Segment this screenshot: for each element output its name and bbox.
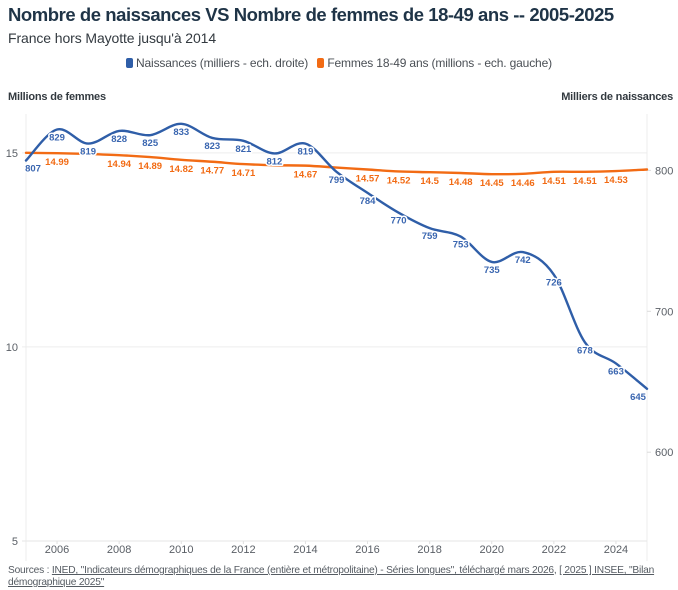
left-tick-label: 5 bbox=[12, 536, 18, 548]
data-label-naissances: 821 bbox=[235, 144, 252, 155]
data-label-naissances: 828 bbox=[111, 134, 127, 145]
legend-swatch-femmes bbox=[317, 58, 325, 68]
data-label-femmes: 14.89 bbox=[138, 161, 162, 172]
chart-subtitle: France hors Mayotte jusqu'à 2014 bbox=[8, 30, 217, 46]
data-label-naissances: 770 bbox=[391, 216, 407, 227]
data-label-naissances: 833 bbox=[173, 127, 189, 138]
data-label-femmes: 14.51 bbox=[542, 176, 566, 187]
left-tick-label: 15 bbox=[6, 148, 18, 160]
x-tick-label: 2016 bbox=[355, 544, 379, 556]
legend-item-naissances: Naissances (milliers - ech. droite) bbox=[126, 56, 308, 70]
data-label-naissances: 678 bbox=[577, 345, 593, 356]
data-label-femmes: 14.94 bbox=[107, 159, 131, 170]
sources-prefix: Sources : bbox=[8, 565, 52, 576]
data-label-naissances: 663 bbox=[608, 366, 624, 377]
sources-separator: , bbox=[553, 565, 560, 576]
data-label-femmes: 14.77 bbox=[200, 166, 224, 177]
data-label-naissances: 819 bbox=[80, 147, 96, 158]
right-tick-label: 600 bbox=[655, 447, 673, 459]
data-label-femmes: 14.46 bbox=[511, 178, 535, 189]
x-tick-label: 2024 bbox=[604, 544, 628, 556]
data-label-femmes: 14.52 bbox=[387, 175, 411, 186]
series-line-naissances bbox=[24, 122, 649, 390]
data-label-naissances: 742 bbox=[515, 255, 531, 266]
data-label-naissances: 753 bbox=[453, 240, 469, 251]
data-label-femmes: 14.53 bbox=[604, 175, 628, 186]
x-tick-label: 2012 bbox=[231, 544, 255, 556]
data-label-naissances: 735 bbox=[484, 265, 501, 276]
data-label-naissances: 812 bbox=[266, 156, 282, 167]
source-link-ined[interactable]: INED, "Indicateurs démographiques de la … bbox=[51, 565, 554, 576]
data-label-femmes: 14.82 bbox=[169, 164, 193, 175]
data-label-femmes: 14.99 bbox=[45, 157, 69, 168]
x-tick-label: 2006 bbox=[45, 544, 69, 556]
x-tick-label: 2022 bbox=[542, 544, 566, 556]
x-tick-label: 2008 bbox=[107, 544, 131, 556]
data-label-femmes: 14.51 bbox=[573, 176, 597, 187]
data-label-naissances: 799 bbox=[329, 175, 345, 186]
legend: Naissances (milliers - ech. droite) Femm… bbox=[0, 56, 678, 71]
data-label-femmes: 14.57 bbox=[356, 174, 380, 185]
data-label-naissances: 829 bbox=[49, 133, 65, 144]
data-label-femmes: 14.71 bbox=[231, 168, 255, 179]
legend-label-naissances: Naissances (milliers - ech. droite) bbox=[136, 56, 309, 70]
data-label-naissances: 819 bbox=[298, 147, 314, 158]
data-label-naissances: 823 bbox=[204, 141, 220, 152]
legend-swatch-naissances bbox=[126, 58, 134, 68]
x-tick-label: 2020 bbox=[480, 544, 504, 556]
data-label-naissances: 759 bbox=[422, 231, 438, 242]
data-label-naissances: 726 bbox=[546, 278, 562, 289]
data-label-naissances: 784 bbox=[360, 196, 377, 207]
data-label-femmes: 14.45 bbox=[480, 178, 504, 189]
chart-title: Nombre de naissances VS Nombre de femmes… bbox=[8, 4, 614, 25]
right-tick-label: 800 bbox=[655, 165, 673, 177]
x-tick-label: 2014 bbox=[293, 544, 317, 556]
series-line-femmes bbox=[24, 151, 649, 176]
x-tick-label: 2010 bbox=[169, 544, 193, 556]
source-link-insee[interactable]: [ 2025 ] INSEE, "Bilan démographique 202… bbox=[8, 565, 655, 588]
data-label-femmes: 14.48 bbox=[449, 177, 473, 188]
right-axis-title: Milliers de naissances bbox=[561, 91, 673, 103]
legend-item-femmes: Femmes 18-49 ans (millions - ech. gauche… bbox=[317, 56, 552, 70]
data-label-femmes: 14.67 bbox=[294, 170, 318, 181]
left-tick-label: 10 bbox=[6, 342, 18, 354]
legend-label-femmes: Femmes 18-49 ans (millions - ech. gauche… bbox=[327, 56, 552, 70]
right-tick-label: 700 bbox=[655, 306, 673, 318]
data-label-naissances: 825 bbox=[142, 138, 159, 149]
data-label-naissances: 807 bbox=[25, 164, 41, 175]
left-axis-title: Millions de femmes bbox=[8, 91, 106, 103]
x-tick-label: 2018 bbox=[417, 544, 441, 556]
sources-footer: Sources : INED, "Indicateurs démographiq… bbox=[8, 565, 676, 589]
data-label-naissances: 645 bbox=[630, 392, 647, 403]
data-label-femmes: 14.5 bbox=[420, 176, 439, 187]
